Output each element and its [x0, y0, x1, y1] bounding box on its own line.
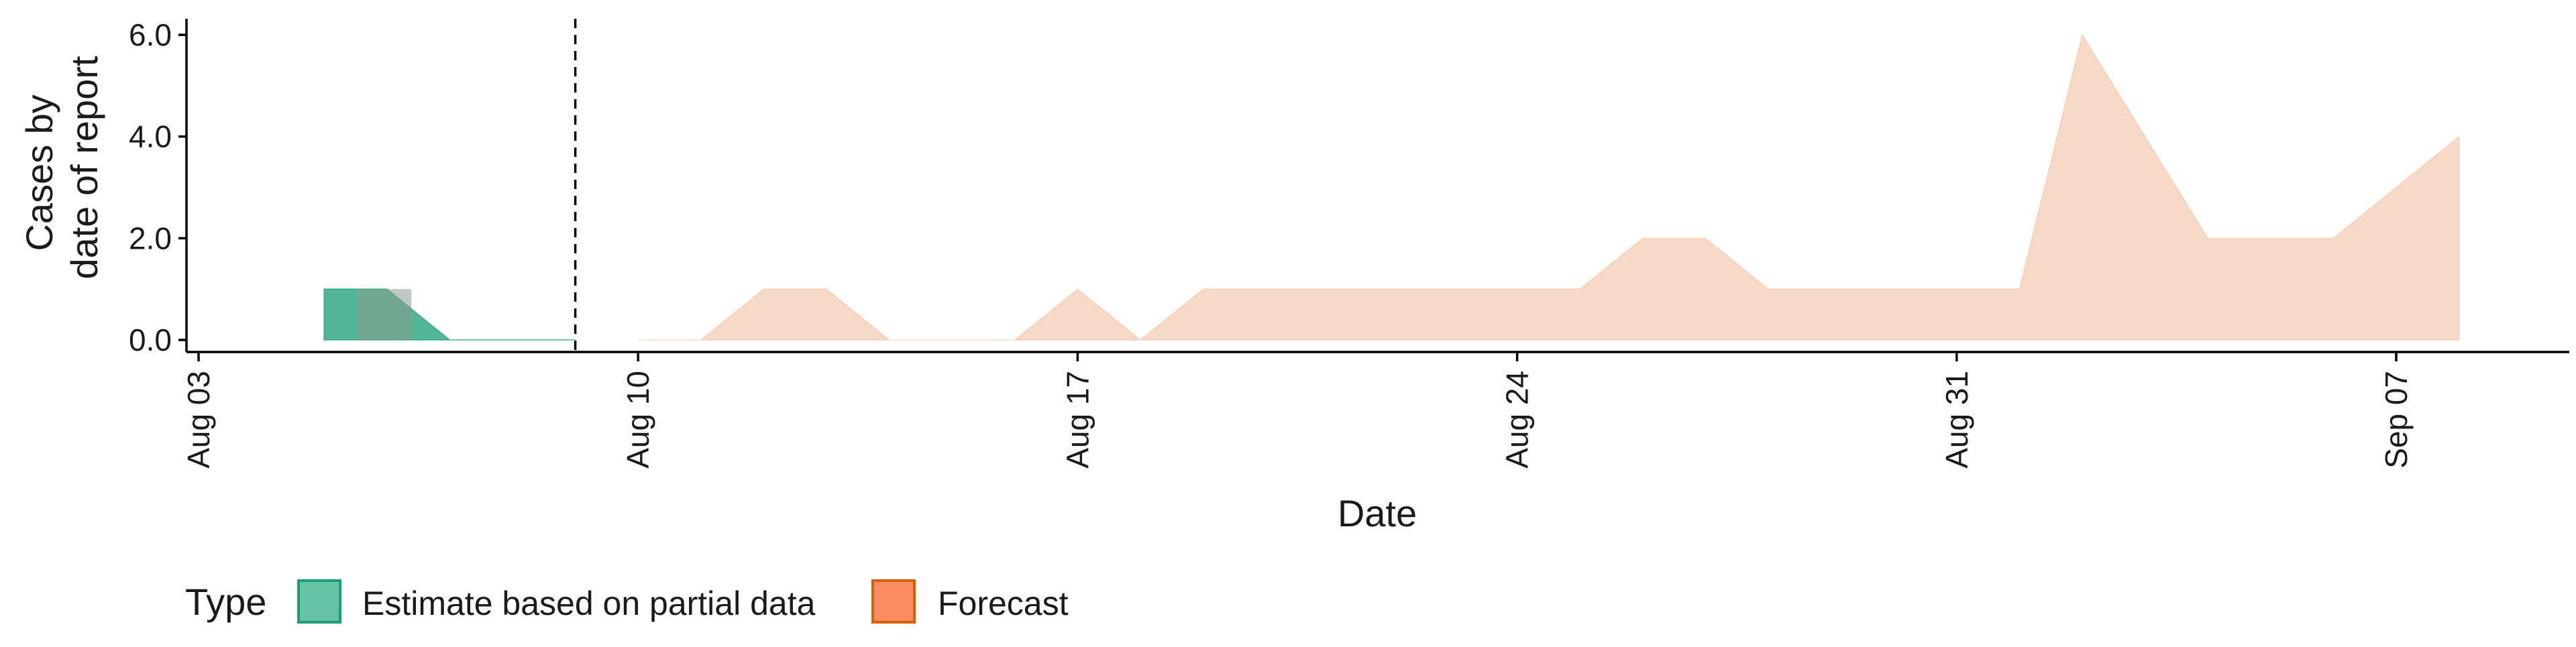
y-axis-title: Cases by date of report — [18, 56, 105, 280]
x-tick-label: Aug 10 — [621, 371, 655, 469]
legend-label-forecast: Forecast — [938, 585, 1069, 622]
areas-layer — [323, 33, 2460, 341]
x-tick-label: Aug 24 — [1500, 371, 1535, 469]
x-tick-label: Aug 17 — [1060, 371, 1095, 469]
x-tick-label: Aug 03 — [181, 371, 216, 469]
y-tick-label: 6.0 — [129, 17, 172, 52]
area-estimate-overlap — [358, 289, 412, 340]
area-forecast-band-0 — [638, 33, 2460, 341]
legend: Type Estimate based on partial data Fore… — [185, 579, 1069, 624]
legend-title: Type — [185, 581, 266, 623]
y-tick-label: 4.0 — [129, 119, 172, 154]
y-tick-label: 2.0 — [129, 221, 172, 255]
axes-layer — [185, 19, 2569, 353]
y-tick-label: 0.0 — [129, 322, 172, 357]
y-axis-title-line-2: date of report — [63, 56, 105, 280]
legend-label-estimate: Estimate based on partial data — [362, 585, 816, 622]
x-tick-label: Aug 31 — [1939, 371, 1974, 469]
y-axis-title-line-1: Cases by — [18, 95, 60, 251]
legend-key-estimate — [297, 579, 341, 624]
x-axis-title: Date — [1338, 492, 1417, 534]
y-ticks: 0.0 2.0 4.0 6.0 — [129, 17, 186, 357]
x-tick-label: Sep 07 — [2379, 371, 2414, 469]
legend-key-forecast — [871, 579, 916, 624]
x-ticks: Aug 03 Aug 10 Aug 17 Aug 24 Aug 31 Sep 07 — [181, 352, 2414, 469]
